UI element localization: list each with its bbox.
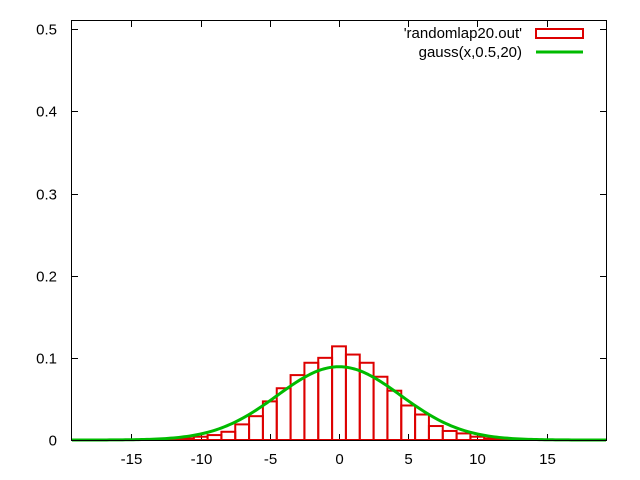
x-tick-label: 10 <box>469 451 486 468</box>
plot-border <box>71 20 607 441</box>
x-tick-label: -10 <box>191 451 213 468</box>
y-tick-label: 0.2 <box>36 269 57 286</box>
y-tick-label: 0.4 <box>36 104 57 121</box>
histogram-bars <box>137 345 527 442</box>
histogram-bar <box>220 430 237 441</box>
x-tick-label: 0 <box>335 451 343 468</box>
y-tick-label: 0.5 <box>36 22 57 39</box>
x-tick-label: -15 <box>121 451 143 468</box>
x-tick-label: -5 <box>264 451 277 468</box>
histogram-bar <box>441 429 458 441</box>
legend-label-histogram: 'randomlap20.out' <box>404 25 522 42</box>
y-axis-ticks: 0 0.1 0.2 0.3 0.4 0.5 <box>36 22 606 450</box>
y-tick-label: 0 <box>49 433 57 450</box>
histogram-bar <box>414 413 430 441</box>
histogram-bar <box>261 400 278 441</box>
legend-key-histogram <box>535 28 584 39</box>
histogram-bar <box>331 345 347 442</box>
x-axis-ticks: -15 -10 -5 0 5 10 15 <box>121 21 556 468</box>
histogram-bar <box>206 434 223 441</box>
histogram-bar <box>427 425 444 441</box>
legend-label-gauss: gauss(x,0.5,20) <box>419 44 522 61</box>
gauss-curve <box>72 365 606 442</box>
histogram-bar <box>234 423 251 442</box>
y-tick-label: 0.1 <box>36 351 57 368</box>
legend: 'randomlap20.out' gauss(x,0.5,20) <box>404 25 584 61</box>
x-tick-label: 15 <box>539 451 556 468</box>
histogram-bar <box>483 437 500 442</box>
histogram-bar <box>386 389 403 441</box>
y-tick-label: 0.3 <box>36 187 57 204</box>
histogram-bar <box>455 432 472 442</box>
histogram-bar <box>248 415 264 441</box>
x-tick-label: 5 <box>404 451 412 468</box>
histogram-bar <box>192 435 209 441</box>
histogram-bar <box>178 437 195 442</box>
